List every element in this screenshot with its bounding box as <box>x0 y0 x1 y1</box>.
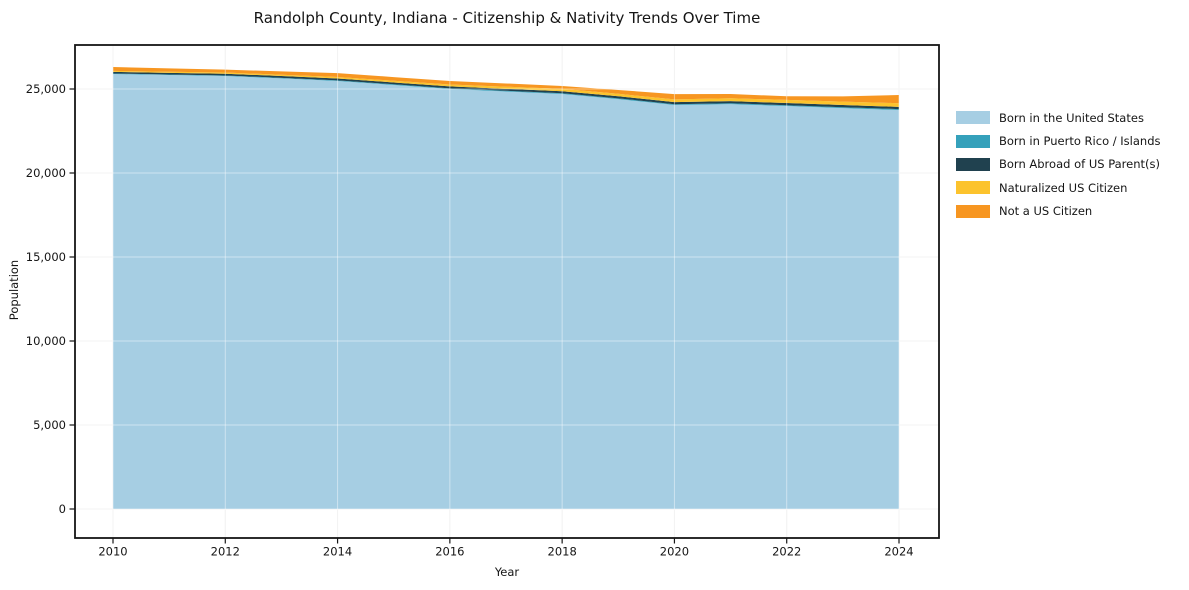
x-tick-label: 2016 <box>435 545 464 559</box>
axis-spine <box>74 44 940 539</box>
y-tick-label: 10,000 <box>26 334 66 348</box>
legend-item: Born Abroad of US Parent(s) <box>956 153 1161 176</box>
x-tick-label: 2012 <box>211 545 240 559</box>
x-axis-label: Year <box>494 565 520 579</box>
legend-swatch-not-citizen <box>956 204 990 218</box>
x-tick-label: 2024 <box>884 545 913 559</box>
x-tick-label: 2020 <box>660 545 689 559</box>
legend-label: Not a US Citizen <box>999 204 1093 219</box>
legend: Born in the United States Born in Puerto… <box>956 106 1161 223</box>
x-tick-label: 2014 <box>323 545 352 559</box>
y-tick-label: 15,000 <box>26 250 66 264</box>
legend-label: Born in the United States <box>999 110 1144 125</box>
y-tick-label: 25,000 <box>26 82 66 96</box>
legend-swatch-naturalized <box>956 181 990 195</box>
area-series-born-in-the-united-states <box>113 74 899 510</box>
chart-title: Randolph County, Indiana - Citizenship &… <box>253 9 761 27</box>
y-axis-label: Population <box>7 259 21 321</box>
legend-item: Naturalized US Citizen <box>956 176 1161 199</box>
legend-swatch-born-in-us <box>956 111 990 125</box>
y-tick-label: 20,000 <box>26 166 66 180</box>
x-tick-label: 2010 <box>98 545 127 559</box>
legend-swatch-born-abroad <box>956 157 990 171</box>
legend-swatch-puerto-rico-islands <box>956 134 990 148</box>
x-tick-label: 2018 <box>548 545 577 559</box>
area-series-born-abroad-of-us-parent-s <box>113 71 899 110</box>
y-tick-label: 5,000 <box>33 418 66 432</box>
x-tick-label: 2022 <box>772 545 801 559</box>
area-series-naturalized-us-citizen <box>113 70 899 107</box>
legend-label: Born Abroad of US Parent(s) <box>999 157 1160 172</box>
legend-label: Naturalized US Citizen <box>999 180 1128 195</box>
legend-item: Not a US Citizen <box>956 200 1161 223</box>
y-tick-label: 0 <box>59 502 66 516</box>
legend-item: Born in Puerto Rico / Islands <box>956 129 1161 152</box>
legend-item: Born in the United States <box>956 106 1161 129</box>
legend-label: Born in Puerto Rico / Islands <box>999 134 1161 149</box>
area-series-not-a-us-citizen <box>113 66 899 104</box>
